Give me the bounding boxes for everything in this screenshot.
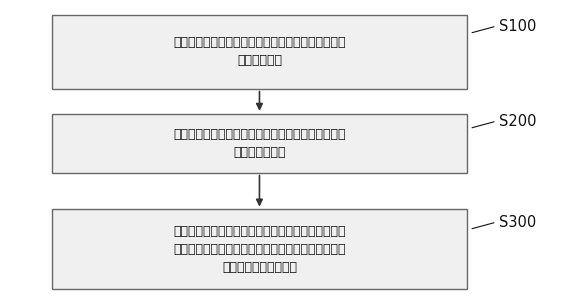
Text: S100: S100 xyxy=(499,18,537,33)
Bar xyxy=(52,209,467,289)
Text: S300: S300 xyxy=(499,215,537,230)
Bar xyxy=(52,114,467,173)
Text: S200: S200 xyxy=(499,114,537,129)
Text: 对预处理后的人脸图像进行人脸检测和人眼定位，得
到两个瞳孔坐标: 对预处理后的人脸图像进行人脸检测和人眼定位，得 到两个瞳孔坐标 xyxy=(173,128,346,159)
Text: 移动终端通过摄像头采集人脸图像，并对所述人脸图
像进行预处理: 移动终端通过摄像头采集人脸图像，并对所述人脸图 像进行预处理 xyxy=(173,36,346,67)
Bar xyxy=(52,15,467,89)
Text: 根据所述瞳孔坐标计算人脸图像中的瞳距，并结合实
际瞳距和摄像头焦距，根据三角形相似原理计算人眼
到移动终端屏幕的距离: 根据所述瞳孔坐标计算人脸图像中的瞳距，并结合实 际瞳距和摄像头焦距，根据三角形相… xyxy=(173,225,346,274)
